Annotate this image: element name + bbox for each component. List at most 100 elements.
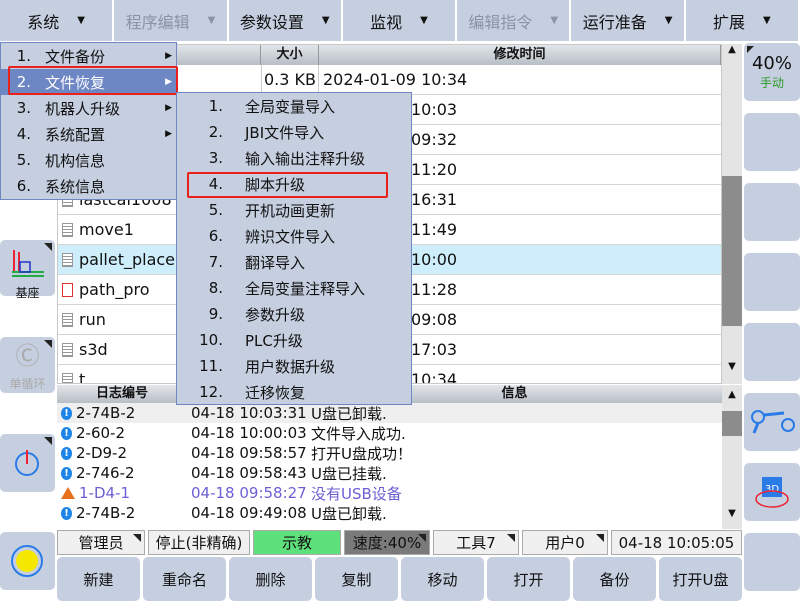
item-number: 9.	[208, 305, 223, 323]
cycle-mode-button[interactable]: Ⓒ 单循环	[0, 337, 55, 393]
bottom-toolbar: 新建 重命名 删除 复制 移动 打开 备份 打开U盘	[57, 557, 742, 601]
system-menu-item[interactable]: 2. 文件恢复 ▶	[1, 69, 176, 95]
log-row[interactable]: 1-D4-1 04-18 09:58:27 没有USB设备	[57, 483, 722, 503]
restore-menu-item[interactable]: 12. 迁移恢复	[177, 379, 411, 405]
robot-teach-button[interactable]	[744, 393, 800, 451]
bottom-button[interactable]: 打开	[487, 557, 570, 601]
restore-menu-item[interactable]: 4. 脚本升级	[177, 171, 411, 197]
system-menu-item[interactable]: 5. 机构信息	[1, 147, 176, 173]
speed-mode-button[interactable]: 40% 手动	[744, 43, 800, 101]
power-button[interactable]	[0, 434, 55, 492]
log-id-cell: ! 2-74B-2	[57, 504, 187, 522]
right-button-8[interactable]	[744, 533, 800, 591]
caret-down-icon: ▼	[420, 15, 428, 26]
system-menu-item[interactable]: 6. 系统信息	[1, 173, 176, 199]
log-message: 没有USB设备	[311, 484, 402, 503]
bottom-button[interactable]: 删除	[229, 557, 312, 601]
run-state-text: 停止(非精确)	[155, 534, 243, 552]
system-menu-item[interactable]: 1. 文件备份 ▶	[1, 43, 176, 69]
menu-monitor[interactable]: 监视 ▼	[343, 0, 458, 41]
mode-label: 手动	[759, 76, 784, 90]
scroll-thumb[interactable]	[722, 176, 742, 326]
right-button-3[interactable]	[744, 183, 800, 241]
header-modified[interactable]: 修改时间	[319, 45, 721, 65]
system-menu-item[interactable]: 4. 系统配置 ▶	[1, 121, 176, 147]
restore-menu-item[interactable]: 11. 用户数据升级	[177, 353, 411, 379]
right-button-2[interactable]	[744, 113, 800, 171]
system-menu-item[interactable]: 3. 机器人升级 ▶	[1, 95, 176, 121]
menu-parameters[interactable]: 参数设置 ▼	[229, 0, 343, 41]
3d-view-button[interactable]: 3D	[744, 463, 800, 521]
scroll-down-icon[interactable]: ▼	[728, 361, 736, 372]
menu-program-edit[interactable]: 程序编辑 ▼	[114, 0, 229, 41]
restore-menu-item[interactable]: 9. 参数升级	[177, 301, 411, 327]
menu-extend[interactable]: 扩展 ▼	[686, 0, 800, 41]
coord-system-button[interactable]: 基座	[0, 240, 55, 300]
file-name: run	[79, 310, 106, 329]
info-icon: !	[61, 446, 72, 460]
item-label: 输入输出注释升级	[245, 149, 366, 168]
log-row[interactable]: ! 2-74B-2 04-18 09:49:08 U盘已卸载.	[57, 503, 722, 523]
item-number: 2.	[16, 73, 31, 91]
bottom-button[interactable]: 备份	[573, 557, 656, 601]
submenu-arrow-icon: ▶	[165, 77, 172, 87]
caret-down-icon: ▼	[664, 15, 673, 26]
file-modified: 2024-01-09 10:34	[323, 70, 468, 89]
bottom-button[interactable]: 重命名	[143, 557, 226, 601]
restore-menu-item[interactable]: 5. 开机动画更新	[177, 197, 411, 223]
log-id-cell: ! 2-60-2	[57, 424, 187, 442]
highlight-box	[187, 172, 388, 198]
bottom-button[interactable]: 移动	[401, 557, 484, 601]
user-frame-button[interactable]: 用户0	[522, 530, 608, 555]
menu-edit-instruction[interactable]: 编辑指令 ▼	[457, 0, 572, 41]
log-message: 文件导入成功.	[311, 424, 406, 443]
item-number: 4.	[208, 175, 223, 193]
coordinate-axes-icon	[12, 250, 44, 277]
restore-menu-item[interactable]: 1. 全局变量导入	[177, 93, 411, 119]
log-time: 04-18 09:58:57	[191, 444, 307, 462]
log-time: 04-18 09:58:43	[191, 464, 307, 482]
item-label: 文件恢复	[45, 73, 106, 92]
speed-button[interactable]: 速度:40%	[344, 530, 430, 555]
bottom-button[interactable]: 新建	[57, 557, 140, 601]
mode-indicator: 示教	[253, 530, 341, 555]
bottom-button[interactable]: 打开U盘	[659, 557, 742, 601]
scroll-up-icon[interactable]: ▲	[728, 44, 736, 55]
restore-menu-item[interactable]: 2. JBI文件导入	[177, 119, 411, 145]
item-label: 脚本升级	[245, 175, 306, 194]
scroll-thumb[interactable]	[722, 411, 742, 436]
log-row[interactable]: ! 2-D9-2 04-18 09:58:57 打开U盘成功！	[57, 443, 722, 463]
file-icon	[62, 342, 73, 357]
header-size[interactable]: 大小	[261, 45, 319, 65]
bottom-button[interactable]: 复制	[315, 557, 398, 601]
menu-run-prep[interactable]: 运行准备 ▼	[571, 0, 686, 41]
item-label: 参数升级	[245, 305, 306, 324]
log-row[interactable]: ! 2-746-2 04-18 09:58:43 U盘已挂载.	[57, 463, 722, 483]
tool-button[interactable]: 工具7	[433, 530, 519, 555]
menu-system[interactable]: 系统 ▼	[0, 0, 115, 41]
restore-menu-item[interactable]: 10. PLC升级	[177, 327, 411, 353]
log-time: 04-18 09:49:08	[191, 504, 307, 522]
log-row[interactable]: ! 2-60-2 04-18 10:00:03 文件导入成功.	[57, 423, 722, 443]
log-id: 1-D4-1	[79, 484, 131, 502]
speed-value: 40%	[751, 53, 792, 74]
highlight-box	[8, 66, 178, 95]
restore-menu-item[interactable]: 6. 辨识文件导入	[177, 223, 411, 249]
file-scrollbar[interactable]: ▲ ▼	[722, 44, 742, 384]
restore-menu-item[interactable]: 3. 输入输出注释升级	[177, 145, 411, 171]
right-button-4[interactable]	[744, 253, 800, 311]
datetime-text: 04-18 10:05:05	[618, 533, 735, 552]
user-level-button[interactable]: 管理员	[57, 530, 145, 555]
submenu-arrow-icon: ▶	[165, 129, 172, 139]
log-row[interactable]: ! 2-74B-2 04-18 10:03:31 U盘已卸载.	[57, 403, 722, 423]
scroll-up-icon[interactable]: ▲	[728, 389, 736, 400]
restore-menu-item[interactable]: 8. 全局变量注释导入	[177, 275, 411, 301]
log-id-cell: ! 2-746-2	[57, 464, 187, 482]
servo-indicator-button[interactable]	[0, 532, 55, 590]
scroll-down-icon[interactable]: ▼	[728, 508, 736, 519]
header-name[interactable]	[58, 45, 261, 65]
right-button-5[interactable]	[744, 323, 800, 381]
restore-menu-item[interactable]: 7. 翻译导入	[177, 249, 411, 275]
item-label: 辨识文件导入	[245, 227, 336, 246]
log-scrollbar[interactable]: ▲ ▼	[722, 385, 742, 529]
